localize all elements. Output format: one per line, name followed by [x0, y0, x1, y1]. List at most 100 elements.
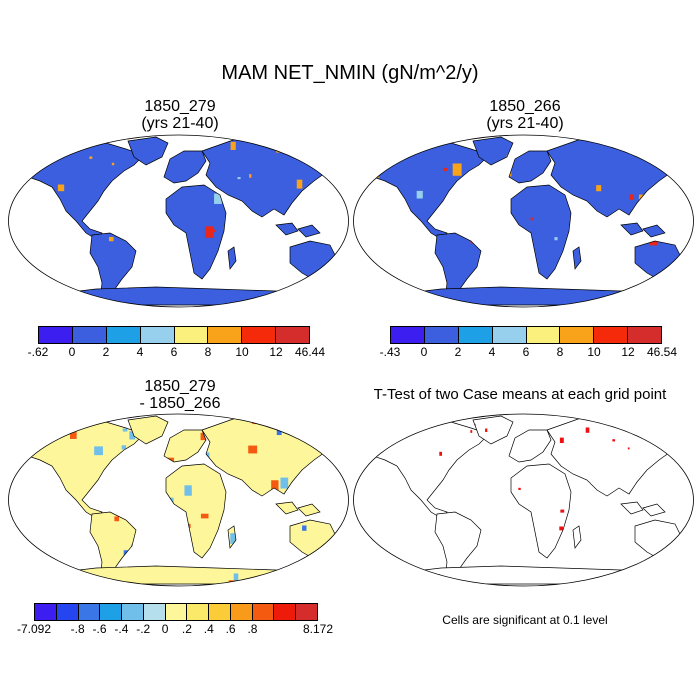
grid-cell-patch: [320, 136, 323, 138]
grid-cell-patch: [335, 412, 342, 417]
grid-cell-patch: [683, 284, 688, 287]
grid-cell-patch: [359, 151, 362, 154]
land-mass: [164, 151, 206, 183]
grid-cell-patch: [266, 580, 271, 587]
coastline: [572, 246, 582, 270]
grid-cell-patch: [334, 151, 342, 163]
case2-colorbar-swatch: [560, 327, 595, 343]
grid-cell-patch: [423, 579, 427, 583]
land-mass: [473, 137, 513, 165]
grid-cell-patch: [71, 581, 74, 585]
grid-cell-patch: [691, 449, 694, 451]
land-mass: [511, 185, 571, 279]
grid-cell-patch: [367, 145, 374, 151]
grid-cell-patch: [294, 571, 299, 576]
grid-cell-patch: [243, 587, 248, 588]
case1-colorbar-swatch: [242, 327, 277, 343]
grid-cell-patch: [29, 409, 35, 417]
grid-cell-patch: [95, 579, 99, 585]
grid-cell-patch: [321, 170, 324, 174]
grid-cell-patch: [76, 579, 79, 581]
grid-cell-patch: [627, 447, 630, 450]
case1-colorbar-label: 12: [269, 345, 283, 359]
grid-cell-patch: [636, 415, 640, 420]
grid-cell-patch: [16, 271, 19, 276]
grid-cell-patch: [329, 548, 335, 554]
case2-colorbar-swatch: [458, 327, 493, 343]
grid-cell-patch: [642, 136, 647, 139]
grid-cell-patch: [391, 580, 395, 582]
grid-cell-patch: [336, 540, 343, 546]
land-mass: [621, 502, 665, 516]
grid-cell-patch: [262, 136, 268, 141]
grid-cell-patch: [407, 146, 410, 151]
grid-cell-patch: [447, 130, 455, 142]
grid-cell-patch: [693, 226, 696, 231]
grid-cell-patch: [314, 418, 318, 425]
grid-cell-patch: [327, 165, 335, 170]
grid-cell-patch: [637, 140, 645, 150]
grid-cell-patch: [658, 585, 661, 588]
grid-cell-patch: [214, 193, 222, 204]
grid-cell-patch: [287, 582, 295, 588]
grid-cell-patch: [93, 582, 95, 584]
grid-cell-patch: [560, 509, 565, 513]
grid-cell-patch: [200, 513, 209, 519]
grid-cell-patch: [230, 586, 233, 588]
grid-cell-patch: [406, 132, 414, 144]
grid-cell-patch: [271, 295, 277, 301]
coastline: [620, 501, 666, 517]
grid-cell-patch: [78, 584, 87, 588]
diff-colorbar-label: -.8: [70, 622, 85, 636]
grid-cell-patch: [34, 276, 38, 281]
grid-cell-patch: [9, 519, 13, 523]
grid-cell-patch: [359, 263, 363, 269]
grid-cell-patch: [662, 155, 667, 163]
grid-cell-patch: [343, 301, 351, 309]
grid-cell-patch: [380, 288, 386, 295]
grid-cell-patch: [651, 559, 654, 562]
case2-colorbar-swatch: [526, 327, 561, 343]
coastline: [572, 525, 582, 549]
grid-cell-patch: [689, 279, 694, 283]
grid-cell-patch: [607, 580, 609, 581]
diff-colorbar-swatch: [187, 604, 210, 620]
grid-cell-patch: [324, 451, 327, 454]
grid-cell-patch: [214, 229, 217, 233]
diff-colorbar-label: -7.092: [16, 622, 52, 636]
grid-cell-patch: [632, 423, 635, 427]
grid-cell-patch: [320, 584, 327, 588]
grid-cell-patch: [33, 160, 38, 168]
land-mass: [128, 137, 168, 165]
diff-colorbar-label: -.4: [114, 622, 129, 636]
grid-cell-patch: [21, 412, 26, 416]
grid-cell-patch: [351, 162, 359, 171]
coastline: [472, 136, 514, 166]
grid-cell-patch: [93, 142, 96, 144]
grid-cell-patch: [662, 290, 668, 295]
grid-cell-patch: [266, 586, 268, 588]
grid-cell-patch: [352, 152, 355, 156]
grid-cell-patch: [23, 304, 26, 307]
grid-cell-patch: [21, 587, 26, 588]
grid-cell-patch: [71, 425, 78, 430]
grid-cell-patch: [296, 410, 301, 414]
grid-cell-patch: [665, 166, 669, 173]
grid-cell-patch: [403, 135, 408, 141]
grid-cell-patch: [680, 437, 684, 441]
colorbar-case2-labels: -.43 0 2 4 6 8 10 12 46.54: [380, 345, 677, 361]
case1-colorbar-swatch: [208, 327, 243, 343]
grid-cell-patch: [230, 141, 236, 150]
grid-cell-patch: [34, 415, 37, 418]
diff-colorbar-swatch: [35, 604, 57, 620]
map-case2: [351, 130, 696, 308]
grid-cell-patch: [459, 409, 463, 413]
grid-cell-patch: [400, 581, 404, 584]
grid-cell-patch: [150, 306, 153, 309]
map-frame: [353, 134, 694, 308]
grid-cell-patch: [340, 569, 347, 579]
coastline: [472, 415, 514, 445]
coastline: [165, 184, 227, 280]
grid-cell-patch: [66, 580, 71, 584]
case1-colorbar-label: -.62: [27, 345, 49, 359]
